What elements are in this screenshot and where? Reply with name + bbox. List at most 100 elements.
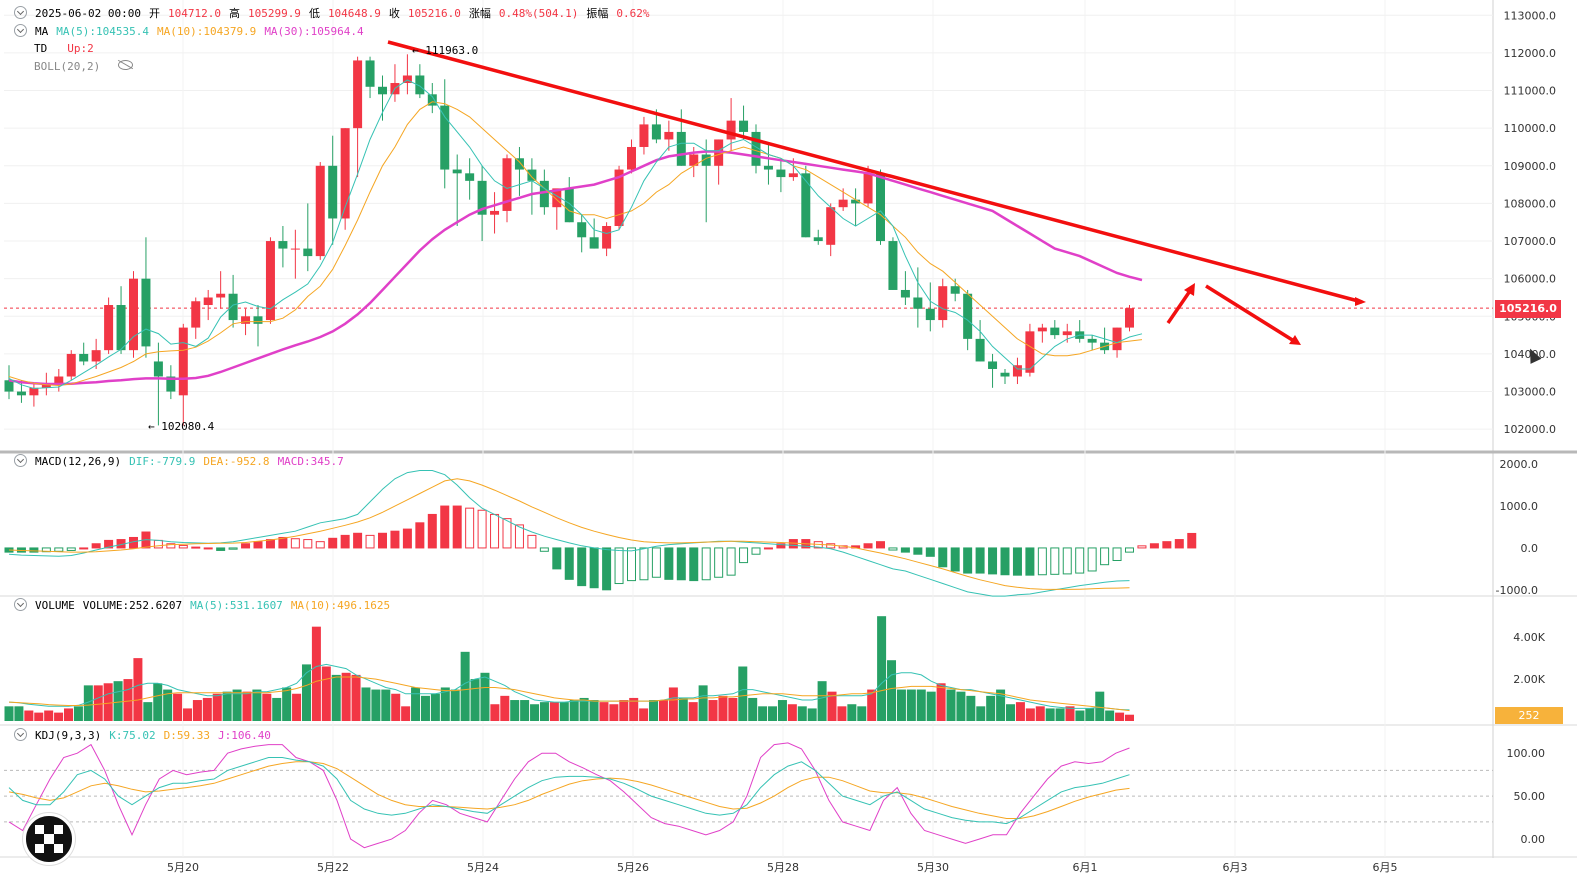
candle-body (788, 173, 798, 178)
macd-histogram-bar (402, 528, 412, 549)
ma5-value: MA(5):104535.4 (56, 25, 149, 38)
macd-histogram-bar (290, 538, 300, 549)
macd-histogram-bar (726, 547, 736, 576)
boll-label: BOLL(20,2) (34, 60, 101, 73)
volume-toggle-icon[interactable] (14, 598, 27, 611)
candle-body (228, 293, 238, 321)
volume-bar (450, 689, 460, 721)
volume-bar (242, 691, 252, 721)
open-value: 104712.0 (167, 7, 221, 20)
volume-bar (301, 664, 311, 721)
price-tick-label: 111000.0 (1504, 85, 1557, 98)
candle-body (178, 327, 188, 396)
volume-bar (916, 689, 926, 721)
kdj-toggle-icon[interactable] (14, 728, 27, 741)
macd-histogram-bar (1012, 547, 1022, 576)
macd-histogram-bar (988, 547, 998, 575)
volume-bar (1006, 704, 1016, 721)
volume-bar (579, 697, 589, 721)
td-info-row: TD Up:2 (34, 42, 102, 56)
volume-bar (44, 710, 54, 721)
close-value: 105216.0 (407, 7, 461, 20)
time-tick-label: 6月3 (1223, 861, 1248, 874)
arrowhead-up-icon (1184, 283, 1195, 296)
macd-histogram-bar (1037, 547, 1047, 576)
volume-bar (708, 700, 718, 721)
volume-bar (430, 693, 440, 721)
volume-bar (807, 708, 817, 721)
macd-histogram-bar (216, 547, 226, 551)
price-tick-label: 106000.0 (1504, 273, 1557, 286)
candle-body (900, 289, 910, 298)
volume-bar (232, 689, 242, 721)
ma30-line (8, 150, 1143, 386)
volume-bar (480, 672, 490, 721)
macd-histogram-bar (178, 544, 188, 549)
time-tick-label: 5月28 (767, 861, 799, 874)
volume-bar (192, 700, 202, 721)
candle-body (16, 391, 26, 396)
macd-histogram-bar (241, 543, 251, 549)
candle-body (328, 165, 338, 219)
boll-info-row: BOLL(20,2) (34, 60, 141, 74)
volume-bar (857, 706, 867, 721)
volume-bar (718, 695, 728, 721)
volume-bar (758, 706, 768, 721)
volume-bar (500, 695, 510, 721)
volume-bar (649, 700, 659, 721)
candle-body (116, 305, 126, 351)
macd-histogram-bar (552, 547, 562, 570)
macd-histogram-bar (415, 522, 425, 549)
kdj-d-line (8, 761, 1130, 819)
price-tick-label: 113000.0 (1504, 9, 1557, 22)
info-date: 2025-06-02 00:00 (35, 7, 141, 20)
candle-body (278, 241, 288, 249)
macd-histogram-bar (54, 547, 64, 552)
candle-body (739, 120, 749, 132)
volume-bar (1065, 706, 1075, 721)
okx-logo[interactable] (23, 813, 75, 865)
candle-body (776, 169, 786, 178)
arrowhead-right-icon (1355, 297, 1366, 306)
candle-body (826, 207, 836, 245)
ma-toggle-icon[interactable] (14, 24, 27, 37)
candle-body (838, 199, 848, 208)
macd-histogram-bar (763, 547, 773, 550)
candle-body (689, 154, 699, 166)
candle-body (988, 361, 998, 369)
kdj-tick-label: 100.00 (1507, 747, 1546, 760)
volume-bar (4, 706, 14, 721)
macd-histogram-bar (1100, 547, 1110, 566)
volume-bar (182, 708, 192, 721)
volume-ma5-line (8, 663, 1130, 711)
hidden-eye-icon[interactable] (118, 60, 134, 70)
kdj-j-line (8, 742, 1130, 849)
ma30-value: MA(30):105964.4 (264, 25, 364, 38)
macd-toggle-icon[interactable] (14, 454, 27, 467)
volume-bar (668, 687, 678, 721)
macd-histogram-bar (191, 546, 201, 549)
candle-body (1025, 331, 1035, 373)
ma-info-row: MA MA(5):104535.4 MA(10):104379.9 MA(30):10… (14, 24, 372, 39)
volume-bar (877, 616, 887, 721)
volume-bar (599, 702, 609, 721)
volume-bar (777, 700, 787, 721)
volume-ma10-line (8, 676, 1130, 712)
collapse-toggle-icon[interactable] (14, 6, 27, 19)
open-label: 开 (148, 7, 160, 20)
candle-body (963, 293, 973, 339)
candle-body (452, 169, 462, 174)
volume-bar (371, 689, 381, 721)
candle-body (676, 131, 686, 166)
volume-bar (678, 697, 688, 721)
macd-histogram-bar (888, 547, 898, 551)
volume-bar (609, 704, 619, 721)
macd-histogram-bar (29, 547, 39, 553)
candle-body (191, 301, 201, 328)
volume-bar (539, 702, 549, 721)
macd-dea: DEA:-952.8 (203, 455, 270, 468)
macd-histogram-bar (913, 547, 923, 555)
macd-histogram-bar (1075, 547, 1085, 574)
